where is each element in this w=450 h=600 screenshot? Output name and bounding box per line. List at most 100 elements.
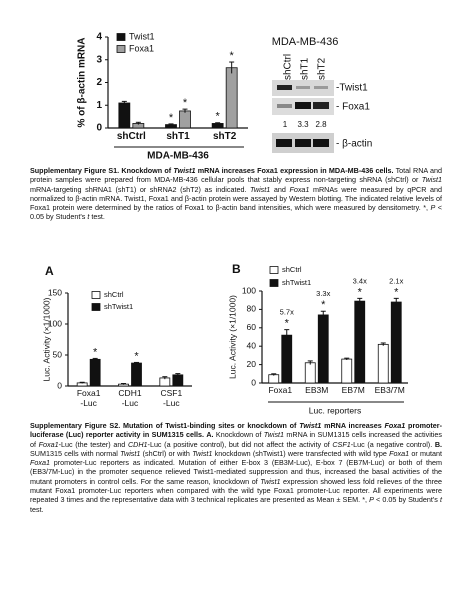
- lane-label: shCtrl: [283, 54, 294, 80]
- blot-band: [313, 139, 329, 147]
- y-tick-label: 100: [242, 285, 256, 295]
- significance: *: [321, 299, 326, 311]
- caption-run: Twist1: [263, 430, 285, 440]
- band-label: - β-actin: [336, 139, 372, 150]
- bar: [118, 102, 131, 129]
- caption-run: -Luc (a negative control).: [350, 439, 435, 449]
- band-level: 2.8: [315, 120, 327, 129]
- x-tick-label: CSF1 -Luc: [160, 388, 183, 408]
- blot-band: [276, 139, 292, 147]
- band-label: - Foxa1: [336, 102, 370, 113]
- y-axis-label: % of β-actin mRNA: [77, 38, 88, 128]
- caption-run: t: [87, 212, 90, 222]
- caption-run: promoter-Luc reporters as indicated. Mut…: [30, 458, 442, 486]
- x-group-label: MDA-MB-436: [147, 151, 209, 162]
- y-tick-label: 150: [48, 287, 62, 297]
- x-tick-label: shT1: [166, 131, 190, 142]
- y-axis-label: Luc. Activity (×1/1000): [41, 297, 51, 381]
- caption-run: Twist1: [250, 184, 271, 194]
- blot-band: [296, 86, 310, 89]
- bar: [179, 110, 191, 129]
- bar: [377, 343, 389, 384]
- bar: [341, 358, 353, 384]
- legend-label: shCtrl: [104, 290, 124, 299]
- significance: *: [134, 350, 139, 362]
- blot-band: [313, 102, 329, 109]
- blot-band: [314, 86, 328, 89]
- significance: *: [93, 346, 98, 358]
- caption-run: Foxa1: [289, 184, 310, 194]
- blot-band: [295, 139, 311, 147]
- caption-run: test.: [30, 504, 44, 514]
- blot-band: [295, 102, 311, 109]
- caption-run: Knockdown of: [213, 430, 264, 440]
- lane-label: shT2: [317, 57, 328, 80]
- caption-run: P: [430, 203, 436, 213]
- caption: Supplementary Figure S1. Knockdown of Tw…: [30, 166, 442, 222]
- legend-label: shTwist1: [104, 302, 133, 311]
- caption-run: mRNAs were measured by qPCR and normaliz…: [30, 184, 442, 213]
- caption-run: < 0.05 by Student's: [373, 495, 440, 505]
- band-level: 1: [283, 120, 288, 129]
- significance: *: [394, 286, 399, 298]
- y-tick-label: 20: [247, 359, 257, 369]
- bar: [131, 362, 142, 387]
- x-tick-label: Foxa1 -Luc: [76, 388, 101, 408]
- significance: *: [169, 112, 174, 124]
- panel-label: B: [232, 262, 241, 276]
- fold-label: 3.3x: [316, 289, 330, 298]
- bar: [354, 300, 366, 384]
- y-tick-label: 40: [247, 340, 257, 350]
- caption-run: CDH1: [127, 439, 148, 449]
- significance: *: [216, 111, 221, 123]
- caption-run: mRNA-targeting shRNA1 (shT1) or shRNA2 (…: [30, 184, 251, 194]
- legend-label: Twist1: [129, 31, 155, 41]
- legend-label: Foxa1: [129, 43, 154, 53]
- legend-swatch: [91, 291, 101, 299]
- legend-label: shCtrl: [282, 265, 302, 274]
- caption: Supplementary Figure S2. Mutation of Twi…: [30, 421, 442, 514]
- y-tick-label: 3: [96, 54, 102, 65]
- blot-band: [277, 104, 292, 108]
- blot-title: MDA-MB-436: [272, 36, 339, 48]
- y-tick-label: 0: [251, 377, 256, 387]
- caption-run: A.: [206, 430, 214, 440]
- x-tick-label: shCtrl: [116, 131, 146, 142]
- legend-swatch: [116, 45, 126, 53]
- blot-band: [277, 85, 292, 90]
- caption-run: Foxa1: [389, 448, 410, 458]
- x-tick-label: shT2: [212, 131, 237, 142]
- significance: *: [285, 318, 290, 330]
- y-tick-label: 60: [247, 322, 257, 332]
- x-tick-label: EB3M: [305, 385, 329, 395]
- caption-run: mRNA increases: [321, 421, 385, 430]
- caption-run: B.: [434, 439, 443, 449]
- y-tick-label: 4: [96, 32, 102, 43]
- x-tick-label: Foxa1: [268, 385, 293, 395]
- caption-run: (shCtrl) or with: [140, 448, 193, 458]
- x-tick-label: EB3/7M: [374, 385, 405, 395]
- x-tick-label: EB7M: [341, 385, 365, 395]
- bar: [225, 67, 238, 129]
- caption-run: Twist1: [260, 476, 281, 486]
- legend-swatch: [269, 266, 279, 274]
- legend-label: shTwist1: [282, 278, 311, 287]
- caption-run: or mutant: [409, 448, 443, 458]
- y-tick-label: 100: [48, 318, 62, 328]
- x-group-label: Luc. reporters: [309, 405, 361, 415]
- caption-run: SUM1315 cells with normal: [30, 448, 121, 458]
- caption-run: Foxa1: [38, 439, 59, 449]
- legend-swatch: [116, 33, 126, 41]
- caption-run: Twist1: [299, 421, 322, 430]
- bar: [89, 358, 101, 387]
- fold-label: 2.1x: [389, 276, 403, 285]
- y-tick-label: 0: [96, 123, 102, 134]
- y-tick-label: 50: [53, 349, 63, 359]
- significance: *: [183, 97, 188, 109]
- caption-run: test.: [89, 212, 105, 222]
- y-tick-label: 2: [96, 77, 102, 88]
- caption-run: CSF1: [332, 439, 351, 449]
- bar: [172, 374, 184, 387]
